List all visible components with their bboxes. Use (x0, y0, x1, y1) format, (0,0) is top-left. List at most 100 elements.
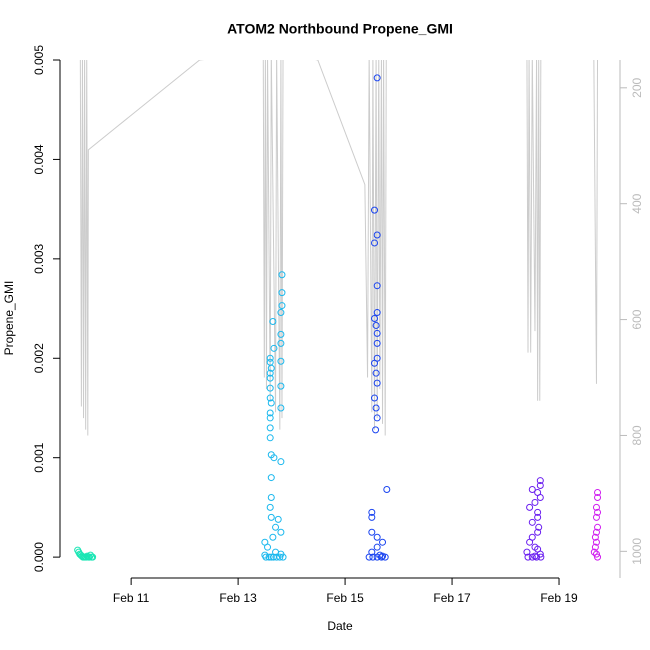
point (523, 548, 531, 556)
point (369, 553, 377, 561)
x-tick-label: Feb 19 (540, 591, 578, 605)
point (278, 271, 286, 279)
point (377, 553, 385, 561)
y-tick-label: 0.001 (32, 442, 46, 472)
point (269, 317, 277, 325)
point (269, 533, 277, 541)
point (372, 369, 380, 377)
point (266, 503, 274, 511)
point (535, 523, 543, 531)
point (592, 513, 600, 521)
point (534, 508, 542, 516)
point (526, 538, 534, 546)
point (370, 394, 378, 402)
point (592, 503, 600, 511)
point (277, 528, 285, 536)
point (277, 550, 285, 558)
point (266, 434, 274, 442)
point (373, 309, 381, 317)
pressure-line (79, 60, 599, 436)
point (365, 553, 373, 561)
point (267, 399, 275, 407)
point (594, 488, 602, 496)
point (534, 513, 542, 521)
point (536, 493, 544, 501)
point (370, 239, 378, 247)
point (373, 414, 381, 422)
point (536, 477, 544, 485)
point (277, 382, 285, 390)
y2-tick-label: 200 (630, 77, 644, 97)
point (373, 74, 381, 82)
point (370, 359, 378, 367)
point (524, 553, 532, 561)
point (594, 508, 602, 516)
point (266, 374, 274, 382)
y-tick-label: 0.003 (32, 244, 46, 274)
point (536, 482, 544, 490)
point (591, 533, 599, 541)
point (591, 543, 599, 551)
point (372, 426, 380, 434)
point (379, 538, 387, 546)
point (277, 357, 285, 365)
point (266, 369, 274, 377)
point (373, 339, 381, 347)
point (594, 493, 602, 501)
point (270, 344, 278, 352)
point (266, 424, 274, 432)
point (264, 543, 272, 551)
point (373, 282, 381, 290)
point (533, 553, 541, 561)
point (526, 503, 534, 511)
point (531, 552, 539, 560)
point (267, 474, 275, 482)
point (528, 486, 536, 494)
point (89, 553, 97, 561)
point (368, 513, 376, 521)
point (266, 354, 274, 362)
point (592, 528, 600, 536)
y-tick-label: 0.002 (32, 343, 46, 373)
point (278, 302, 286, 310)
point (267, 553, 275, 561)
point (370, 315, 378, 323)
point (277, 339, 285, 347)
point (373, 329, 381, 337)
point (373, 379, 381, 387)
point (592, 538, 600, 546)
point (267, 493, 275, 501)
point (373, 231, 381, 239)
point (594, 523, 602, 531)
point (265, 553, 273, 561)
y-tick-label: 0.000 (32, 542, 46, 572)
point (277, 458, 285, 466)
y2-tick-label: 1000 (630, 538, 644, 565)
point (531, 498, 539, 506)
point (267, 513, 275, 521)
chart-title: ATOM2 Northbound Propene_GMI (227, 21, 453, 37)
point (278, 289, 286, 297)
point (534, 528, 542, 536)
point (373, 533, 381, 541)
point (372, 321, 380, 329)
x-axis-label: Date (327, 619, 353, 633)
point (267, 364, 275, 372)
y2-tick-label: 800 (630, 425, 644, 445)
point (277, 309, 285, 317)
point (277, 404, 285, 412)
point (372, 404, 380, 412)
point (379, 552, 387, 560)
point (262, 553, 270, 561)
point (594, 553, 602, 561)
y-axis-label: Propene_GMI (2, 281, 16, 356)
point (266, 384, 274, 392)
point (528, 518, 536, 526)
x-tick-label: Feb 17 (433, 591, 471, 605)
point (276, 553, 284, 561)
point (266, 414, 274, 422)
point (368, 528, 376, 536)
point (592, 550, 600, 558)
